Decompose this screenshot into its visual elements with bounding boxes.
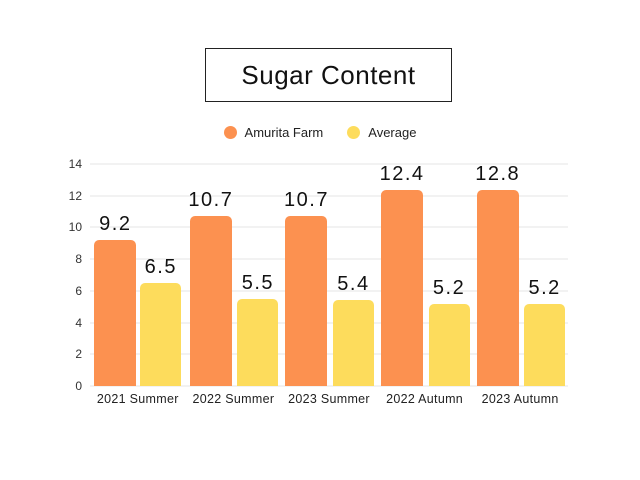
plot-area: 0 2 4 6 8 10 12 14 9.2 6.5 10.7 5.5 10.7 5.4 12.4 5.2 12… <box>69 158 568 392</box>
x-axis-category-label: 2022 Autumn <box>386 392 464 406</box>
bar-wrap: 5.4 <box>332 164 374 386</box>
bar-average <box>237 298 279 386</box>
bar-wrap: 10.7 <box>188 164 233 386</box>
gridline <box>90 195 568 197</box>
bar-wrap: 5.2 <box>428 164 470 386</box>
chart-title-box: Sugar Content <box>205 48 452 102</box>
bar-group: 12.4 5.2 <box>377 164 473 386</box>
y-axis-tick-label: 0 <box>75 379 82 393</box>
bar-group: 10.7 5.5 <box>186 164 282 386</box>
bar-value-label: 5.5 <box>241 271 275 294</box>
x-axis-category-label: 2021 Summer <box>96 392 179 406</box>
y-axis-tick-label: 2 <box>75 347 82 362</box>
bar-value-label: 5.2 <box>528 276 561 299</box>
bar-average <box>524 303 566 386</box>
legend-item: Average <box>347 125 416 140</box>
bar-series <box>189 216 232 386</box>
y-axis-tick-label: 6 <box>75 283 82 298</box>
gridline <box>90 163 568 165</box>
bar-value-label: 5.2 <box>432 276 466 299</box>
bar-wrap: 5.5 <box>237 164 279 386</box>
bar-series <box>381 190 424 386</box>
x-axis-category-label: 2022 Summer <box>192 392 275 406</box>
bar-average <box>332 300 374 386</box>
legend-series-label: Amurita Farm <box>244 125 324 140</box>
gridline <box>90 353 568 355</box>
gridline <box>90 226 568 228</box>
gridline <box>90 290 568 292</box>
bar-group: 9.2 6.5 <box>90 164 186 386</box>
bar-wrap: 5.2 <box>524 164 566 386</box>
chart-title: Sugar Content <box>241 59 416 90</box>
bar-value-label: 6.5 <box>144 255 177 278</box>
legend-series-label: Average <box>368 125 417 140</box>
gridline <box>90 322 568 324</box>
gridline <box>90 258 568 260</box>
bar-wrap: 9.2 <box>94 164 137 386</box>
bar-average <box>428 303 470 386</box>
bar-value-label: 5.4 <box>337 273 370 296</box>
y-axis-tick-label: 8 <box>75 252 82 267</box>
bar-value-label: 9.2 <box>99 213 132 236</box>
bar-wrap: 12.8 <box>475 164 520 386</box>
legend-color-dot <box>347 126 361 139</box>
bar-value-label: 12.4 <box>379 163 425 185</box>
y-axis-tick-label: 14 <box>68 157 82 171</box>
bar-series <box>94 240 137 386</box>
bar-groups: 9.2 6.5 10.7 5.5 10.7 5.4 12.4 5.2 12.8 5.2 <box>90 164 568 386</box>
bar-wrap: 6.5 <box>140 164 182 386</box>
bar-group: 10.7 5.4 <box>281 164 377 386</box>
y-axis-tick-label: 10 <box>68 220 82 235</box>
bar-wrap: 10.7 <box>284 164 329 386</box>
x-axis-category-label: 2023 Summer <box>288 392 370 406</box>
y-axis-tick-label: 12 <box>68 188 82 203</box>
bar-value-label: 12.8 <box>475 163 521 185</box>
bar-value-label: 10.7 <box>188 189 234 212</box>
legend: Amurita Farm Average <box>0 125 640 140</box>
gridline <box>90 385 568 387</box>
bar-wrap: 12.4 <box>380 164 425 386</box>
legend-color-dot <box>223 126 237 139</box>
bar-value-label: 10.7 <box>284 189 329 212</box>
bar-average <box>140 282 182 386</box>
bar-group: 12.8 5.2 <box>472 164 568 386</box>
legend-item: Amurita Farm <box>223 125 324 140</box>
bar-series <box>476 190 519 386</box>
x-axis-category-label: 2023 Autumn <box>481 392 559 406</box>
y-axis-tick-label: 4 <box>75 315 82 330</box>
bar-series <box>285 216 328 386</box>
x-axis-labels: 2021 Summer 2022 Summer 2023 Summer 2022 Au… <box>90 392 568 406</box>
